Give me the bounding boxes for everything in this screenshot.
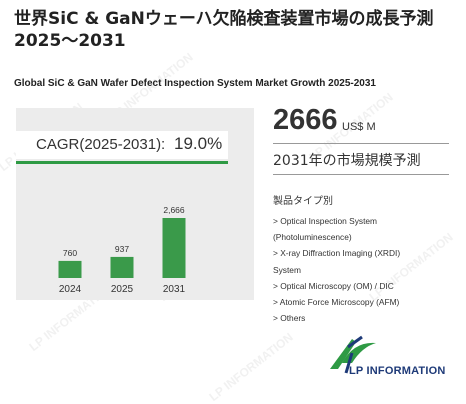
segment-item: (Photoluminescence) <box>273 232 352 243</box>
divider <box>273 143 449 144</box>
segment-item: > Others <box>273 313 306 324</box>
data-label-2031: 2,666 <box>163 205 185 215</box>
segment-item: > X-ray Diffraction Imaging (XRDI) <box>273 248 401 259</box>
divider <box>273 174 449 175</box>
market-size-caption: 2031年の市場規模予測 <box>273 153 421 169</box>
lp-logo-icon <box>330 335 376 374</box>
watermark-text: LP INFORMATION <box>206 330 296 404</box>
cagr-box <box>16 131 228 159</box>
segment-item: > Atomic Force Microscopy (AFM) <box>273 297 400 308</box>
bar-2025 <box>110 256 134 278</box>
cagr-value: 19.0% <box>174 134 223 153</box>
bar-2031 <box>162 218 186 278</box>
data-label-2024: 760 <box>63 248 77 258</box>
x-tick-label-2025: 2025 <box>111 284 134 295</box>
page-title: 世界SiC & GaNウェーハ欠陥検査装置市場の成長予測2025～2031 <box>14 9 434 51</box>
segment-title: 製品タイプ別 <box>273 196 333 207</box>
segment-item: System <box>273 264 301 275</box>
x-tick-label-2031: 2031 <box>163 284 186 295</box>
segment-item: > Optical Inspection System <box>273 216 378 226</box>
cagr-underline <box>16 161 228 164</box>
segment-list: > Optical Inspection System (Photolumine… <box>273 213 453 326</box>
data-label-2025: 937 <box>115 244 129 254</box>
market-size-unit: US$ M <box>342 121 376 133</box>
bar-chart: 760 2024 937 2025 2,666 2031 <box>58 205 186 295</box>
x-tick-label-2024: 2024 <box>59 284 82 295</box>
cagr-label: CAGR(2025-2031): <box>36 136 166 153</box>
page-subtitle: Global SiC & GaN Wafer Defect Inspection… <box>14 78 376 89</box>
segment-item: > Optical Microscopy (OM) / DIC <box>273 280 394 291</box>
logo-text: LP INFORMATION <box>349 365 446 377</box>
bar-2024 <box>58 260 82 278</box>
market-size-value: 2666 <box>273 104 338 136</box>
